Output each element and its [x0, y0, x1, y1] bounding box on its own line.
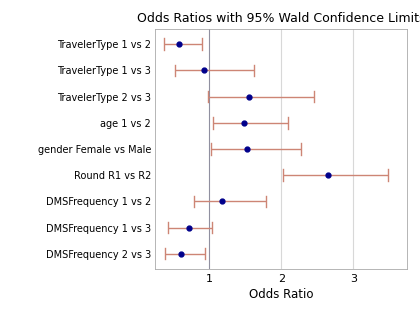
Title: Odds Ratios with 95% Wald Confidence Limits: Odds Ratios with 95% Wald Confidence Lim…	[137, 12, 420, 25]
X-axis label: Odds Ratio: Odds Ratio	[249, 288, 314, 301]
